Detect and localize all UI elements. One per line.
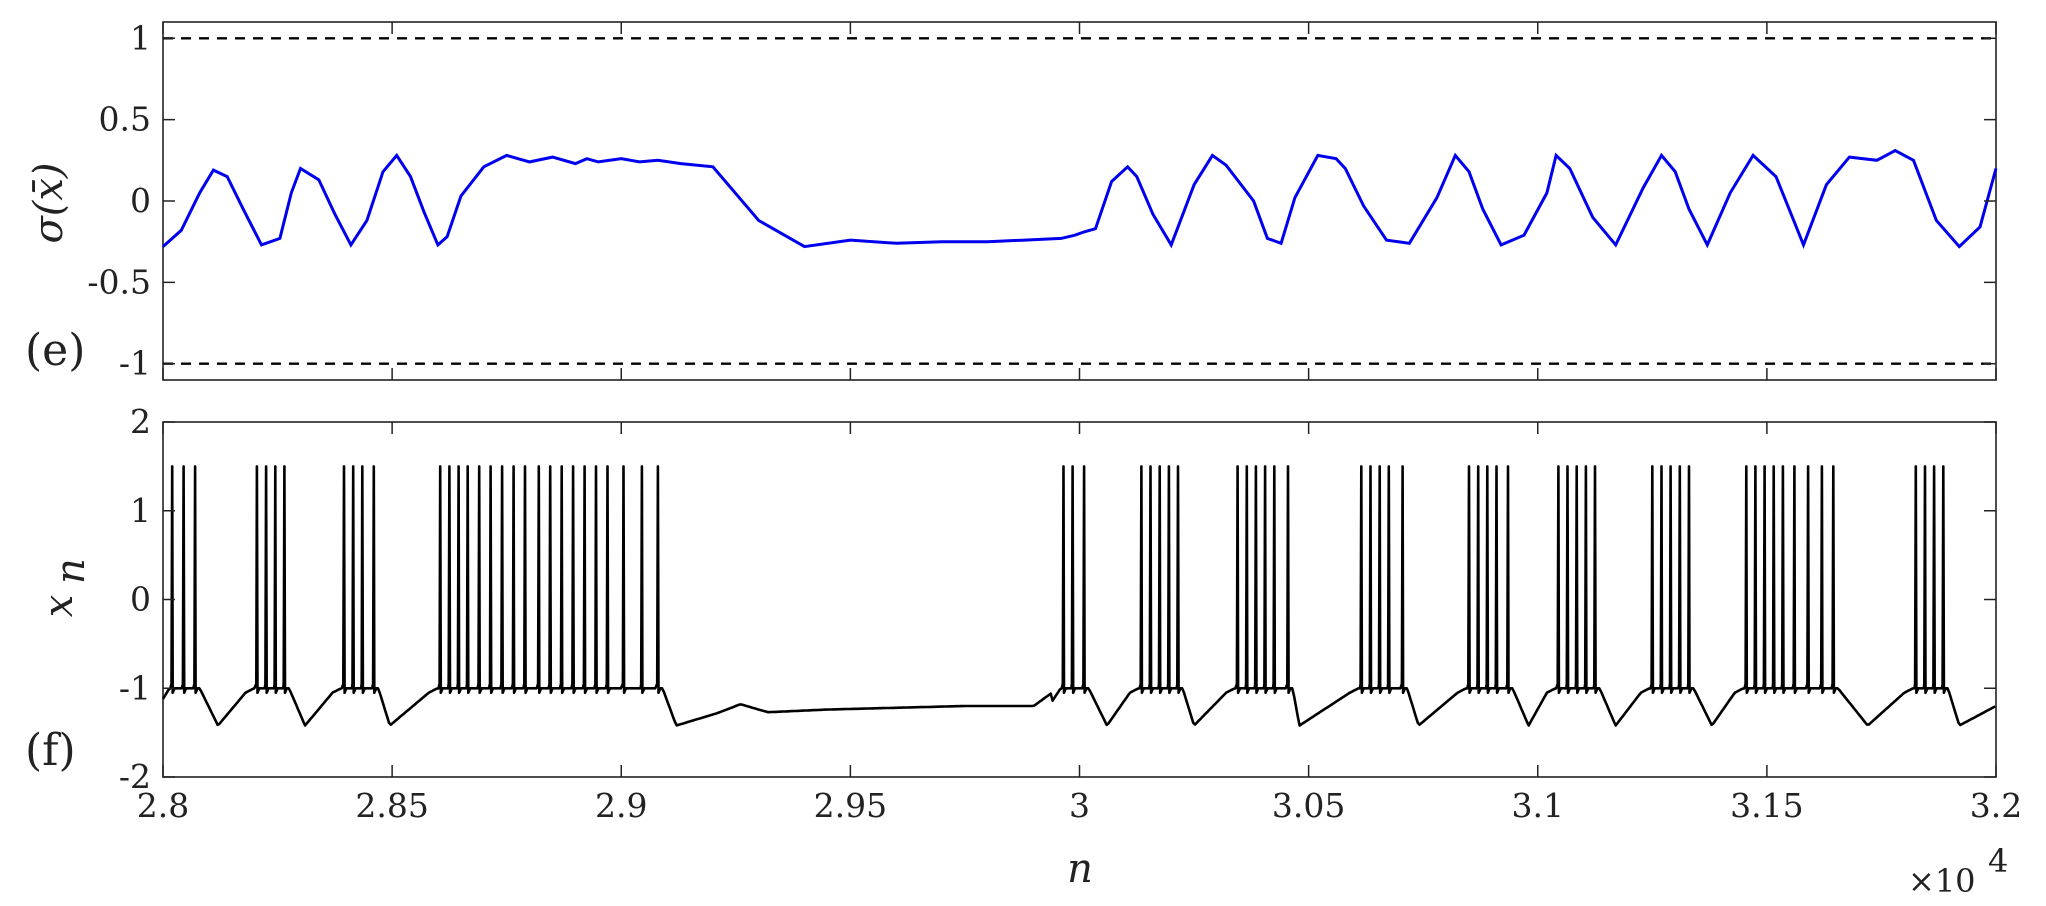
panel-e-ytick-label: 1 <box>130 18 151 57</box>
panel-e-series-line <box>162 148 1998 250</box>
panel-f-xtick-label: 3 <box>1069 786 1090 825</box>
panel-f-series-line <box>161 465 1996 727</box>
panel-e-tag: (e) <box>25 325 85 376</box>
panel-f-xlabel: n <box>1067 846 1093 892</box>
panel-f-xtick-label: 2.85 <box>355 786 428 825</box>
panel-f-ytick-label: 1 <box>130 491 151 530</box>
panel-f-tag: (f) <box>25 725 76 776</box>
panel-e-frame <box>162 21 1997 381</box>
panel-e-ytick-label: 0 <box>130 181 151 220</box>
panel-f-ytick-label: 0 <box>130 580 151 619</box>
panel-f-ytick-label: -2 <box>119 757 151 796</box>
panel-f: 2 1 0 -1 -2 2.8 2.85 2.9 2.95 3 3.05 3.1 3.15 3.2 (f… <box>25 402 2022 900</box>
panel-f-xtick-label: 3.2 <box>1970 786 2022 825</box>
panel-f-y-ticks: 2 1 0 -1 -2 <box>119 402 1996 796</box>
panel-e-reference-lines <box>163 37 1996 365</box>
panel-f-ytick-label: 2 <box>130 402 151 441</box>
panel-f-ylabel: x n <box>36 558 94 617</box>
panel-e-ytick-label: -1 <box>119 344 151 383</box>
panel-f-xtick-label: 3.1 <box>1512 786 1564 825</box>
panel-e-x-ticks <box>162 22 1997 380</box>
panel-f-xtick-label: 2.9 <box>595 786 647 825</box>
x-exponent: ×10 4 <box>1908 842 2008 900</box>
panel-f-xtick-label: 2.8 <box>137 786 189 825</box>
x-exponent-power: 4 <box>1988 842 2008 880</box>
panel-f-ylabel-subscript: n <box>48 558 94 584</box>
panel-f-xtick-label: 3.15 <box>1730 786 1803 825</box>
panel-e-ytick-label: -0.5 <box>87 262 151 301</box>
panel-f-frame <box>162 421 1997 778</box>
x-exponent-base: ×10 <box>1908 862 1976 900</box>
panel-e-ylabel: σ(x̄) <box>26 162 72 243</box>
panel-f-ylabel-main: x <box>36 595 82 618</box>
panel-f-ytick-label: -1 <box>119 668 151 707</box>
panel-f-xtick-label: 3.05 <box>1272 786 1345 825</box>
panel-f-xtick-label: 2.95 <box>814 786 887 825</box>
panel-f-x-ticks: 2.8 2.85 2.9 2.95 3 3.05 3.1 3.15 3.2 <box>137 422 2022 825</box>
panel-e: 1 0.5 0 -0.5 -1 (e) σ(x̄) <box>25 18 1998 383</box>
panel-e-y-ticks: 1 0.5 0 -0.5 -1 <box>87 18 1996 383</box>
panel-e-ytick-label: 0.5 <box>99 100 151 139</box>
